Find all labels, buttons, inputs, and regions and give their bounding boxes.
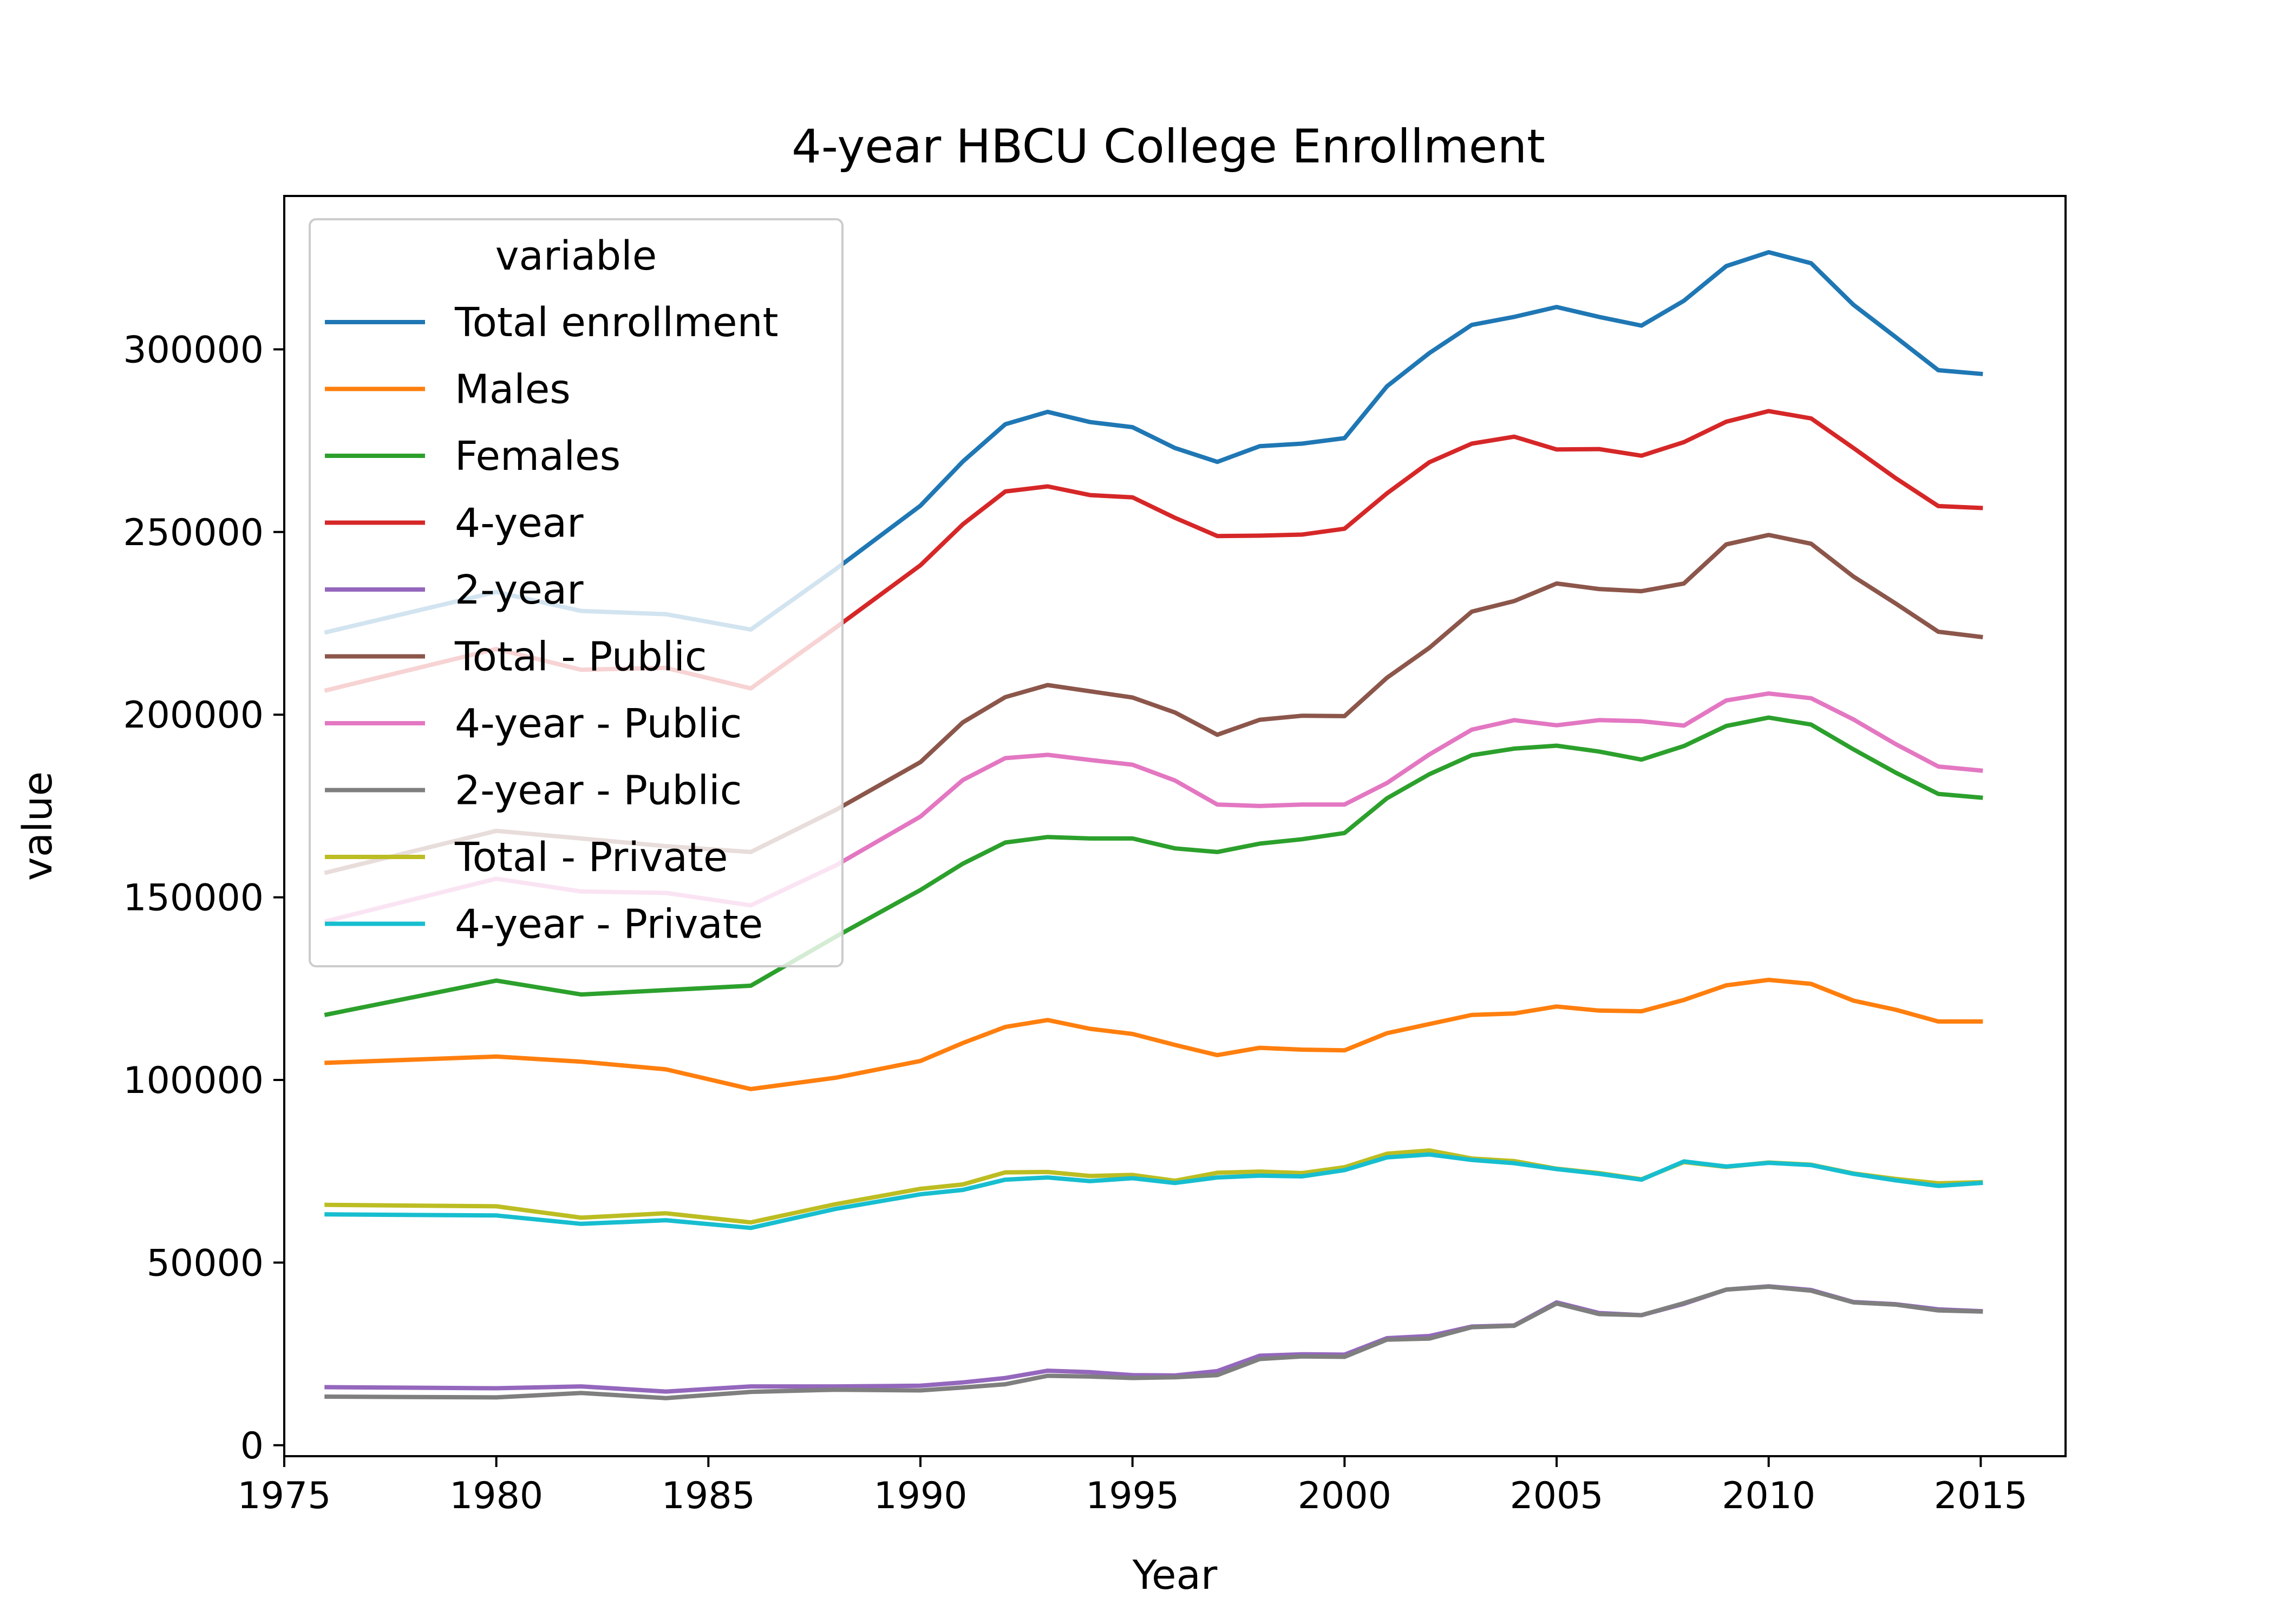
x-tick-label: 2015 xyxy=(1934,1475,2028,1517)
y-tick-label: 50000 xyxy=(147,1242,264,1285)
legend-label: Total enrollment xyxy=(454,299,779,346)
x-tick-label: 2005 xyxy=(1510,1475,1603,1517)
x-tick-label: 1995 xyxy=(1086,1475,1179,1517)
legend-label: Total - Public xyxy=(454,634,707,680)
y-tick-label: 300000 xyxy=(123,329,264,371)
y-tick-label: 200000 xyxy=(123,694,264,737)
legend-label: 2-year xyxy=(455,567,584,613)
x-tick-label: 2000 xyxy=(1298,1475,1391,1517)
y-tick-label: 150000 xyxy=(123,877,264,920)
series-line-1 xyxy=(324,978,1983,1091)
legend-label: Males xyxy=(455,366,571,413)
y-axis-label: value xyxy=(15,771,61,881)
x-tick-label: 1990 xyxy=(873,1475,967,1517)
legend: variable Total enrollment Males Females 4-y… xyxy=(309,218,844,967)
legend-label: Females xyxy=(455,433,620,480)
x-tick-label: 1975 xyxy=(237,1475,331,1517)
y-tick-label: 100000 xyxy=(123,1059,264,1102)
series-line-6 xyxy=(324,691,1983,924)
x-tick-label: 1985 xyxy=(662,1475,755,1517)
series-line-5 xyxy=(324,533,1983,875)
series-line-7 xyxy=(324,1284,1983,1400)
legend-label: 2-year - Public xyxy=(455,768,742,814)
series-line-0 xyxy=(324,250,1983,635)
x-tick-label: 2010 xyxy=(1722,1475,1815,1517)
x-tick-label: 1980 xyxy=(449,1475,543,1517)
y-tick-label: 250000 xyxy=(123,512,264,554)
y-axis-ticks: 0 50000 100000 150000 200000 250000 300000 xyxy=(123,329,284,1468)
chart-title: 4-year HBCU College Enrollment xyxy=(792,120,1545,174)
series-line-2 xyxy=(324,715,1983,1017)
x-axis-ticks: 1975 1980 1985 1990 1995 2000 2005 2010 2015 xyxy=(237,1456,2028,1517)
legend-label: Total - Private xyxy=(454,834,728,881)
legend-title: variable xyxy=(495,233,657,279)
legend-box xyxy=(309,218,844,967)
series-line-3 xyxy=(324,409,1983,693)
x-axis-label: Year xyxy=(1132,1552,1218,1599)
legend-label: 4-year - Private xyxy=(455,901,763,948)
legend-items: Total enrollment Males Females 4-year 2-year… xyxy=(325,299,779,948)
plot-frame xyxy=(283,195,2067,1457)
legend-label: 4-year - Public xyxy=(455,700,742,747)
series-layer xyxy=(324,250,1983,1400)
legend-label: 4-year xyxy=(455,500,584,547)
y-tick-label: 0 xyxy=(240,1425,264,1468)
series-line-9 xyxy=(324,1152,1983,1230)
